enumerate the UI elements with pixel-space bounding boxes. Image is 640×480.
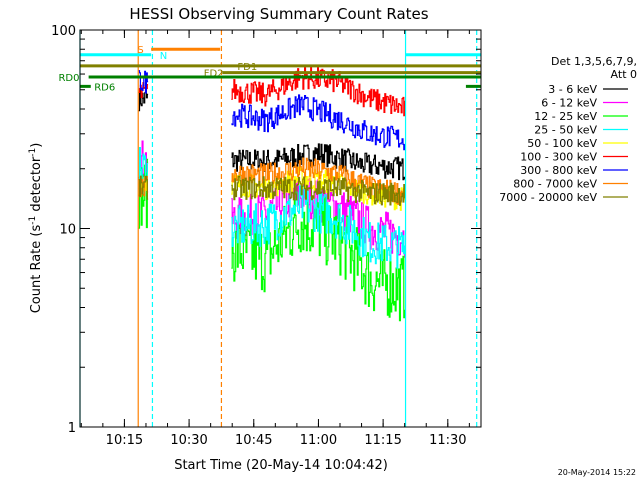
series-trace-0-1 <box>231 143 406 181</box>
flag-label-0: S <box>137 45 143 56</box>
series-trace-6-1 <box>231 94 406 151</box>
footer-timestamp: 20-May-2014 15:22 <box>558 468 636 477</box>
legend-label-6: 300 - 800 keV <box>520 164 597 177</box>
flag-label-5: RD6 <box>94 82 115 93</box>
series-trace-8-1 <box>231 175 406 206</box>
flag-label-1: N <box>160 51 167 62</box>
x-tick-label-0: 10:15 <box>106 433 143 448</box>
series-trace-8-0 <box>138 175 149 200</box>
x-tick-label-3: 11:00 <box>300 433 337 448</box>
series-trace-3-1 <box>231 185 406 269</box>
legend-label-7: 800 - 7000 keV <box>513 178 597 191</box>
series-trace-0-0 <box>138 88 149 112</box>
flag-label-3: FD2 <box>204 69 224 80</box>
legend-label-1: 6 - 12 keV <box>541 97 597 110</box>
legend-label-8: 7000 - 20000 keV <box>499 191 597 204</box>
y-axis-label: Count Rate (s-1 detector-1) <box>28 143 44 314</box>
series-layer <box>138 66 406 322</box>
chart-title: HESSI Observing Summary Count Rates <box>129 5 428 23</box>
x-tick-label-5: 11:30 <box>429 433 466 448</box>
y-tick-label-0: 1 <box>68 421 76 436</box>
legend-label-3: 25 - 50 keV <box>534 124 597 137</box>
y-axis-label-sup1: -1 <box>28 216 38 225</box>
x-tick-label-2: 10:45 <box>235 433 272 448</box>
series-trace-6-0 <box>138 70 149 94</box>
y-axis-label-sup2: -1 <box>28 148 38 157</box>
y-tick-label-2: 100 <box>51 24 76 39</box>
y-axis-label-end: ) <box>29 143 44 148</box>
legend-label-5: 100 - 300 keV <box>520 151 597 164</box>
x-tick-label-1: 10:30 <box>170 433 207 448</box>
y-axis-label-mid: detector <box>29 156 44 216</box>
flag-layer: S N FD1 FD2 RD0 RD6 <box>58 45 481 93</box>
legend-label-2: 12 - 25 keV <box>534 110 597 123</box>
x-tick-label-4: 11:15 <box>364 433 401 448</box>
legend-title-1: Att 0 <box>611 68 637 81</box>
x-axis: 10:15 10:30 10:45 11:00 11:15 11:30 <box>80 30 470 448</box>
legend-label-0: 3 - 6 keV <box>548 83 597 96</box>
x-axis-label: Start Time (20-May-14 10:04:42) <box>174 458 388 473</box>
y-tick-label-1: 10 <box>59 223 76 238</box>
flag-label-2: FD1 <box>237 62 257 73</box>
legend-label-4: 50 - 100 keV <box>527 137 597 150</box>
legend-title-0: Det 1,3,5,6,7,9, <box>551 55 637 68</box>
y-axis-label-main: Count Rate (s <box>29 225 44 314</box>
flag-label-4: RD0 <box>58 73 79 84</box>
y-axis: 1 10 100 <box>51 24 481 436</box>
